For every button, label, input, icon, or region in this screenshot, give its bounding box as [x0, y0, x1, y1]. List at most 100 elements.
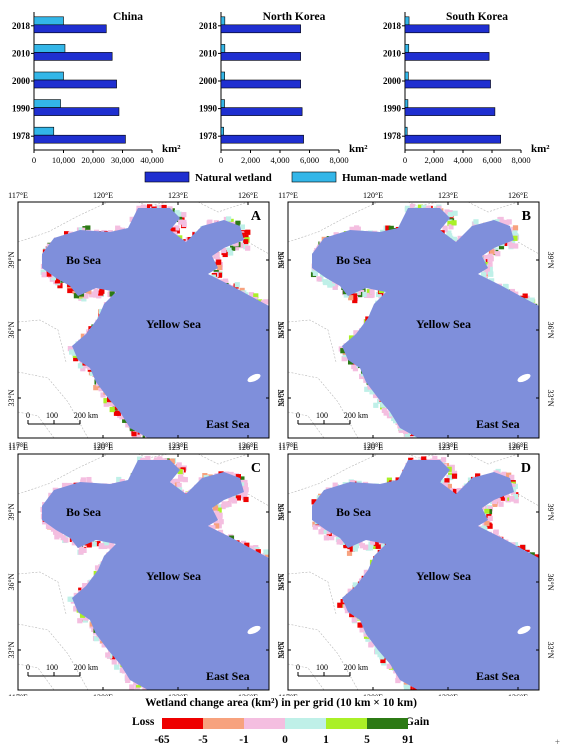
- change-cell: [125, 677, 131, 684]
- x-tick-label: 2,000: [424, 155, 443, 165]
- x-tick-label: 8,000: [511, 155, 530, 165]
- change-cell: [512, 225, 519, 231]
- lon-tick-bottom: 123°E: [168, 693, 188, 696]
- change-cell: [321, 528, 327, 534]
- map-frame: [287, 453, 540, 691]
- change-cell: [55, 531, 61, 537]
- scale-label: 100: [46, 411, 58, 420]
- label-yellow-sea: Yellow Sea: [416, 569, 471, 583]
- scale-label: 200 km: [344, 411, 369, 420]
- lat-tick-right: 39°N: [276, 252, 285, 269]
- change-cell: [235, 474, 241, 480]
- change-cell: [69, 596, 75, 602]
- lon-tick-bottom: 123°E: [168, 441, 188, 450]
- change-cell: [484, 520, 490, 527]
- change-cell: [352, 582, 358, 588]
- change-cell: [171, 478, 177, 485]
- category-label: 2000: [12, 76, 31, 86]
- change-cell: [349, 611, 355, 618]
- change-cell: [412, 687, 418, 690]
- change-cell: [446, 230, 452, 236]
- admin-border: [18, 571, 67, 615]
- admin-border: [18, 202, 109, 243]
- lat-tick-left: 36°N: [277, 573, 286, 590]
- change-cell: [404, 431, 410, 437]
- change-cell: [98, 543, 104, 550]
- scale-label: 200 km: [74, 663, 99, 672]
- change-cell: [509, 240, 516, 246]
- change-cell: [446, 483, 452, 490]
- admin-border: [288, 411, 325, 438]
- change-cell: [41, 272, 47, 278]
- change-cell: [375, 543, 381, 549]
- lon-tick-top: 126°E: [508, 443, 528, 452]
- change-cell: [487, 271, 494, 277]
- change-cell: [491, 498, 497, 505]
- change-cell: [442, 482, 448, 488]
- bar-chart-0: China 2018 2010 2000 1990 1978 0 10,000 20,000 30…: [12, 11, 181, 165]
- lon-tick-top: 126°E: [508, 191, 528, 200]
- change-cell: [495, 498, 501, 504]
- legend-tick-label: -65: [154, 734, 170, 746]
- admin-border: [288, 571, 337, 615]
- change-cell: [235, 220, 241, 226]
- change-cell: [110, 654, 116, 660]
- change-cell: [340, 348, 346, 354]
- change-cell: [96, 293, 102, 299]
- lon-tick-top: 126°E: [238, 191, 258, 200]
- change-cell: [329, 535, 335, 541]
- label-yellow-sea: Yellow Sea: [146, 317, 201, 331]
- change-cell: [330, 280, 336, 287]
- change-cell: [495, 251, 501, 257]
- x-tick-label: 4,000: [270, 155, 289, 165]
- lon-tick-top: 123°E: [438, 443, 458, 452]
- change-cell: [373, 402, 379, 408]
- island: [517, 373, 531, 383]
- change-cell: [228, 250, 234, 256]
- panel-letter: C: [251, 461, 261, 476]
- change-cell: [489, 249, 495, 255]
- change-cell: [451, 470, 458, 476]
- change-cell: [216, 264, 223, 271]
- change-cell: [83, 293, 89, 299]
- lat-tick-right: 33°N: [276, 390, 285, 407]
- change-cell: [46, 522, 52, 528]
- admin-border: [288, 202, 379, 243]
- lon-tick-bottom: 126°E: [508, 441, 528, 450]
- x-tick-label: 6,000: [482, 155, 501, 165]
- category-label: 1978: [12, 131, 31, 141]
- gain-label: Gain: [405, 716, 430, 728]
- change-cell: [385, 225, 391, 231]
- change-cell: [323, 535, 329, 541]
- change-cell: [452, 489, 459, 495]
- scale-label: 0: [26, 663, 30, 672]
- change-cell: [332, 284, 338, 290]
- map-frame: [17, 201, 270, 439]
- lon-tick-bottom: 117°E: [278, 693, 298, 696]
- change-cell: [178, 219, 184, 225]
- change-cell: [235, 495, 241, 501]
- island: [247, 625, 261, 635]
- chart-title: China: [113, 11, 143, 23]
- bar-human-made: [33, 16, 64, 26]
- change-cell: [359, 373, 365, 380]
- change-cell: [216, 523, 222, 529]
- admin-border: [467, 202, 519, 213]
- change-cell: [512, 542, 519, 548]
- change-cell: [46, 271, 52, 277]
- change-cell: [63, 537, 69, 543]
- change-cell: [239, 476, 245, 482]
- lon-tick-top: 120°E: [363, 443, 383, 452]
- bar-natural: [220, 79, 301, 89]
- change-cell: [381, 407, 387, 414]
- change-cell: [106, 401, 112, 407]
- change-cell: [416, 437, 422, 438]
- change-cell: [444, 209, 450, 215]
- change-cell: [122, 417, 128, 423]
- change-cell: [377, 652, 383, 658]
- change-cell: [440, 457, 447, 463]
- admin-border: [407, 454, 439, 459]
- legend-swatch-5: [367, 718, 408, 729]
- category-label: 2000: [199, 76, 218, 86]
- scale-label: 200 km: [344, 663, 369, 672]
